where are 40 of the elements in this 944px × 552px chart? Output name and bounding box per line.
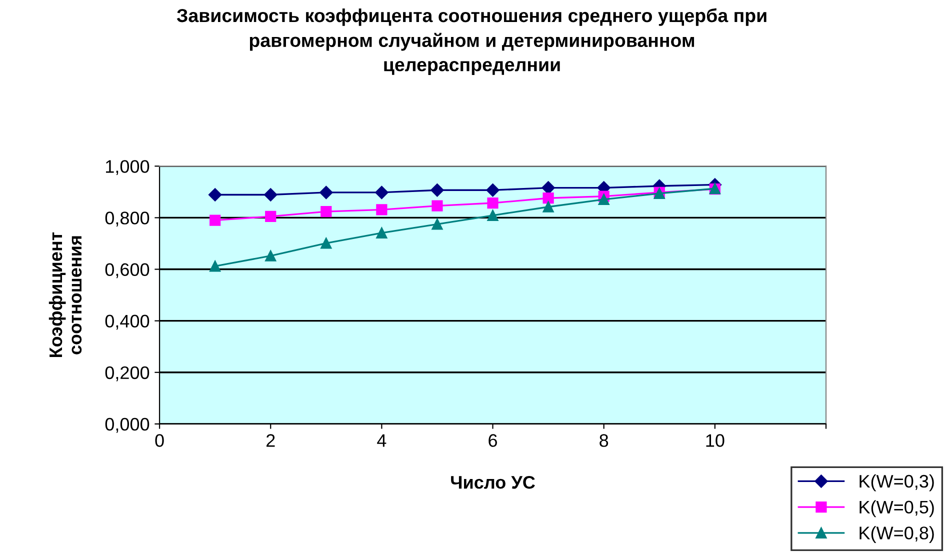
y-tick-label: 0,800 xyxy=(105,212,150,227)
legend-label: K(W=0,3) xyxy=(860,474,934,492)
point xyxy=(486,184,500,197)
x-axis-title: Число УС xyxy=(451,476,535,489)
x-tick-label: 2 xyxy=(266,434,275,447)
point xyxy=(265,210,276,222)
legend-label: K(W=0,5) xyxy=(860,500,934,518)
point xyxy=(432,200,443,212)
x-tick-label: 6 xyxy=(488,434,497,447)
point xyxy=(598,194,610,205)
y-tick-label: 1,000 xyxy=(106,160,150,176)
point xyxy=(210,214,221,226)
point xyxy=(320,206,332,218)
point xyxy=(432,218,443,230)
x-tick-label: 10 xyxy=(706,434,724,447)
point xyxy=(542,181,555,194)
point xyxy=(320,186,333,200)
point xyxy=(376,227,388,238)
y-tick-label: 0,400 xyxy=(105,314,150,330)
chart-title: Зависимость коэффицента соотношения среднего ущерба при равгомерном случайном и детерминированном целераспределнии xyxy=(176,8,766,76)
point xyxy=(376,204,388,216)
point xyxy=(542,201,554,212)
x-tick-label: 0 xyxy=(155,434,164,447)
point xyxy=(487,197,498,209)
x-tick-label: 4 xyxy=(377,434,386,447)
y-tick-label: 0,000 xyxy=(105,418,150,433)
y-tick-label: 0,600 xyxy=(105,263,150,278)
point xyxy=(430,184,444,197)
point xyxy=(487,210,498,221)
point xyxy=(542,192,554,204)
y-axis-title: Коэффициент соотношения xyxy=(48,232,82,358)
point xyxy=(375,186,388,200)
point xyxy=(320,238,332,249)
legend-label: K(W=0,8) xyxy=(860,526,934,543)
x-tick-label: 8 xyxy=(600,434,608,447)
point xyxy=(210,260,221,272)
point xyxy=(208,188,222,202)
point xyxy=(264,188,278,202)
point xyxy=(265,250,276,262)
y-tick-label: 0,200 xyxy=(105,366,150,382)
